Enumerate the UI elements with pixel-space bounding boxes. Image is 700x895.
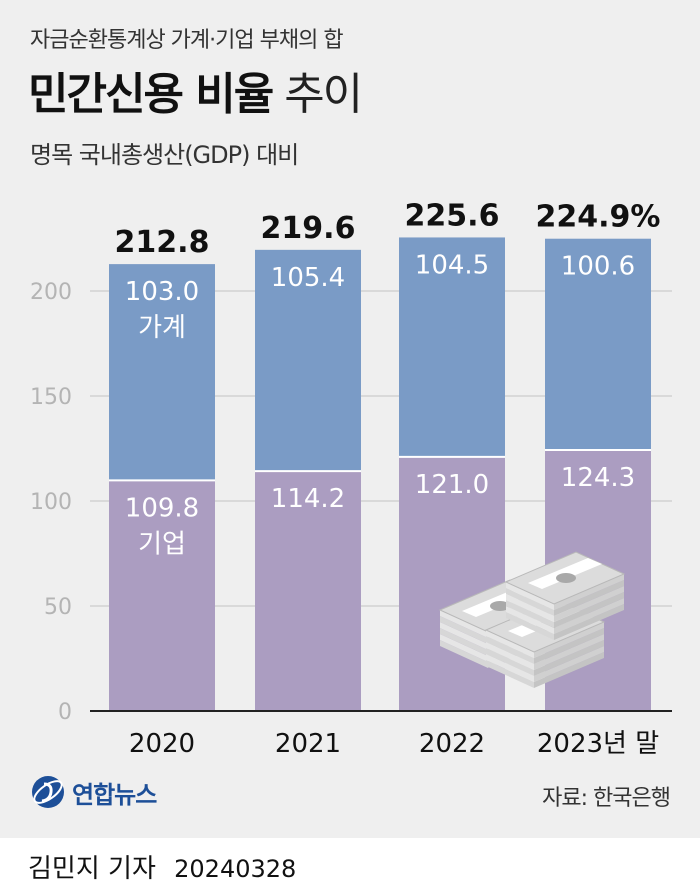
yonhap-logo-text: 연합뉴스 <box>72 780 157 809</box>
source-note: 자료: 한국은행 <box>542 786 671 811</box>
money-stack-left-portrait <box>490 601 510 611</box>
total-label-2023년 말: 224.9% <box>536 200 661 235</box>
label-household-2020: 103.0 <box>125 277 199 307</box>
label-household-2021: 105.4 <box>271 263 345 293</box>
label-corporate-2020: 109.8 <box>125 493 199 523</box>
money-stack-back-side-0 <box>506 612 554 640</box>
y-tick-label-200: 200 <box>30 280 72 305</box>
money-stack-back-front-5 <box>554 574 624 610</box>
label-household-2022: 104.5 <box>415 250 489 280</box>
money-stack-front-front-5 <box>534 622 604 658</box>
chart-title-bold: 민간신용 비율 <box>28 69 274 120</box>
money-stack-back-portrait <box>556 573 576 583</box>
y-tick-label-50: 50 <box>44 595 72 620</box>
money-stack-front-side-4 <box>486 636 534 664</box>
y-tick-label-100: 100 <box>30 490 72 515</box>
chart-subtitle: 자금순환통계상 가계·기업 부채의 합 <box>30 28 344 53</box>
money-stack-left-side-2 <box>440 628 488 656</box>
chart-title-light: 추이 <box>284 69 363 120</box>
money-stack-front-front-2 <box>534 640 604 676</box>
x-tick-label-2023년 말: 2023년 말 <box>537 729 659 759</box>
money-stack-back-side-5 <box>506 582 554 610</box>
total-label-2020: 212.8 <box>115 225 210 260</box>
bar-household-2022 <box>399 237 505 457</box>
money-stack-back-front-4 <box>554 580 624 616</box>
stacked-bar-chart: 0 50 100 150 200 103.0 109.8 212.8 2020 105.4 114.… <box>30 198 672 759</box>
money-stack-back-front-3 <box>554 586 624 622</box>
bar-corporate-2022 <box>399 456 505 711</box>
money-stack-front-side-3 <box>486 642 534 670</box>
bar-corporate-2020 <box>109 480 215 711</box>
yonhap-logo-icon <box>32 776 64 808</box>
publish-date: 20240328 <box>174 855 297 883</box>
money-stack-back-front-1 <box>554 598 624 634</box>
money-stack-left-side-1 <box>440 634 488 662</box>
money-stack-front-front-1 <box>534 646 604 682</box>
chart-title: 민간신용 비율 추이 <box>28 58 363 122</box>
money-stack-back-front-0 <box>554 604 624 640</box>
money-stack-back-side-3 <box>506 594 554 622</box>
money-stack-front-side-0 <box>486 660 534 688</box>
byline: 김민지 기자 20240328 <box>28 848 296 885</box>
yonhap-logo: 연합뉴스 <box>30 772 157 812</box>
total-label-2021: 219.6 <box>261 211 356 246</box>
money-stack-front-side-1 <box>486 654 534 682</box>
x-tick-label-2021: 2021 <box>275 729 341 759</box>
money-stack-left-side-0 <box>440 640 488 668</box>
bar-household-2021 <box>255 249 361 472</box>
bar-corporate-2021 <box>255 471 361 711</box>
money-stack-front-front-3 <box>534 634 604 670</box>
label-corporate-2023년 말: 124.3 <box>561 463 635 493</box>
bar-household-2020 <box>109 264 215 481</box>
label-corporate-2022: 121.0 <box>415 470 489 500</box>
label-household-2023년 말: 100.6 <box>561 252 635 282</box>
label-corporate-2021: 114.2 <box>271 484 345 514</box>
unit-description: 명목 국내총생산(GDP) 대비 <box>30 141 299 169</box>
money-stack-left-side-3 <box>440 622 488 650</box>
reporter-name: 김민지 기자 <box>28 854 156 884</box>
money-stack-front-side-5 <box>486 630 534 658</box>
money-stack-left-side-5 <box>440 610 488 638</box>
money-stack-illustration <box>438 551 626 688</box>
y-tick-label-0: 0 <box>58 700 72 725</box>
money-stack-back-side-1 <box>506 606 554 634</box>
x-tick-label-2020: 2020 <box>129 729 195 759</box>
bar-household-2023년 말 <box>545 238 651 450</box>
y-tick-label-150: 150 <box>30 385 72 410</box>
money-stack-back-front-2 <box>554 592 624 628</box>
money-stack-back-side-2 <box>506 600 554 628</box>
money-stack-back-side-4 <box>506 588 554 616</box>
series-name-corporate: 기업 <box>138 529 186 559</box>
money-stack-left-side-4 <box>440 616 488 644</box>
total-label-2022: 225.6 <box>405 198 500 233</box>
money-stack-front-front-4 <box>534 628 604 664</box>
money-stack-front-front-0 <box>534 652 604 688</box>
x-tick-label-2022: 2022 <box>419 729 485 759</box>
money-stack-front-side-2 <box>486 648 534 676</box>
series-name-household: 가계 <box>138 313 186 343</box>
